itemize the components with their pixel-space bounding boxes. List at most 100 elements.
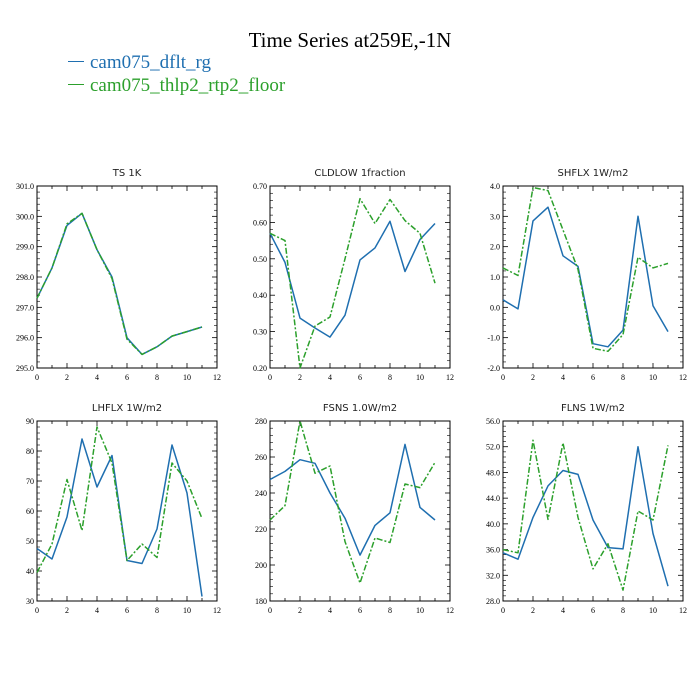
series-line-1 xyxy=(502,445,669,587)
series-line-1 xyxy=(502,206,669,348)
x-tick-label: 8 xyxy=(621,373,625,382)
y-tick-label: 28.0 xyxy=(486,597,500,606)
y-tick-label: 56.0 xyxy=(486,417,500,426)
y-tick-label: 295.0 xyxy=(16,364,34,373)
x-tick-label: 0 xyxy=(268,373,272,382)
y-tick-label: 40 xyxy=(26,567,34,576)
x-tick-label: 12 xyxy=(446,373,454,382)
y-tick-label: 280 xyxy=(255,417,267,426)
y-tick-label: 36.0 xyxy=(486,546,500,555)
legend-item-series-2: cam075_thlp2_rtp2_floor xyxy=(68,75,285,97)
y-tick-label: 220 xyxy=(255,525,267,534)
x-tick-label: 8 xyxy=(155,606,159,615)
x-tick-label: 12 xyxy=(679,373,687,382)
y-tick-label: 0.30 xyxy=(253,328,267,337)
y-tick-label: 180 xyxy=(255,597,267,606)
x-tick-label: 4 xyxy=(561,606,565,615)
x-tick-label: 12 xyxy=(213,606,221,615)
x-tick-label: 6 xyxy=(591,373,595,382)
x-tick-label: 4 xyxy=(95,606,99,615)
chart-title: SHFLX 1W/m2 xyxy=(558,168,629,179)
x-tick-label: 0 xyxy=(35,606,39,615)
legend-label-series-1: cam075_dflt_rg xyxy=(90,52,212,73)
y-tick-label: 298.0 xyxy=(16,273,34,282)
y-tick-label: -2.0 xyxy=(487,364,500,373)
x-tick-label: 2 xyxy=(65,606,69,615)
x-tick-label: 4 xyxy=(328,373,332,382)
y-tick-label: 0.50 xyxy=(253,255,267,264)
x-tick-label: 10 xyxy=(183,373,191,382)
chart-panel-6: FLNS 1W/m2 0 2 4 6 8 10 12 28.0 32.0 36.0 40.0 44.0 4… xyxy=(486,403,687,615)
y-tick-label: 52.0 xyxy=(486,443,500,452)
y-tick-label: 0.20 xyxy=(253,364,267,373)
y-tick-label: 48.0 xyxy=(486,468,500,477)
chart-title: CLDLOW 1fraction xyxy=(314,168,405,179)
chart-title: LHFLX 1W/m2 xyxy=(92,403,162,414)
x-tick-label: 8 xyxy=(621,606,625,615)
y-tick-label: 299.0 xyxy=(16,243,34,252)
x-tick-label: 8 xyxy=(155,373,159,382)
y-tick-label: 2.0 xyxy=(490,243,500,252)
y-tick-label: 0.40 xyxy=(253,291,267,300)
x-tick-label: 6 xyxy=(125,373,129,382)
x-tick-label: 6 xyxy=(125,606,129,615)
x-tick-label: 2 xyxy=(298,373,302,382)
x-tick-label: 4 xyxy=(95,373,99,382)
x-tick-label: 12 xyxy=(679,606,687,615)
legend-swatch-series-1 xyxy=(68,61,84,63)
y-tick-label: 296.0 xyxy=(16,334,34,343)
y-tick-label: 32.0 xyxy=(486,571,500,580)
chart-title: FLNS 1W/m2 xyxy=(561,403,625,414)
plot-frame xyxy=(36,185,218,369)
chart-panel-2: CLDLOW 1fraction 0 2 4 6 8 10 12 0.20 0.30 0.40 0.5… xyxy=(253,168,454,382)
figure-title: Time Series at259E,-1N xyxy=(248,28,452,52)
y-tick-label: -1.0 xyxy=(487,334,500,343)
y-tick-label: 1.0 xyxy=(490,273,500,282)
x-tick-label: 0 xyxy=(268,606,272,615)
x-tick-label: 12 xyxy=(446,606,454,615)
y-tick-label: 200 xyxy=(255,561,267,570)
y-tick-label: 240 xyxy=(255,489,267,498)
x-tick-label: 4 xyxy=(328,606,332,615)
x-tick-label: 10 xyxy=(183,606,191,615)
x-tick-label: 6 xyxy=(358,373,362,382)
legend-item-series-1: cam075_dflt_rg xyxy=(68,52,211,74)
chart-panel-3: SHFLX 1W/m2 0 2 4 6 8 10 12 -2.0 -1.0 0.0 1.0 2.0 3.0… xyxy=(487,168,687,382)
x-tick-label: 0 xyxy=(35,373,39,382)
series-line-1 xyxy=(36,212,203,356)
y-tick-label: 300.0 xyxy=(16,212,34,221)
y-tick-label: 80 xyxy=(26,447,34,456)
y-tick-label: 260 xyxy=(255,453,267,462)
x-tick-label: 2 xyxy=(65,373,69,382)
y-tick-label: 40.0 xyxy=(486,520,500,529)
x-tick-label: 10 xyxy=(649,373,657,382)
series-line-1 xyxy=(36,438,203,597)
legend-swatch-series-2 xyxy=(68,84,84,86)
x-tick-label: 10 xyxy=(649,606,657,615)
y-tick-label: 0.70 xyxy=(253,182,267,191)
x-tick-label: 0 xyxy=(501,373,505,382)
y-tick-label: 0.60 xyxy=(253,218,267,227)
y-tick-label: 90 xyxy=(26,417,34,426)
x-tick-label: 10 xyxy=(416,373,424,382)
x-tick-label: 6 xyxy=(358,606,362,615)
y-tick-label: 0.0 xyxy=(490,303,500,312)
series-line-2 xyxy=(36,212,203,356)
series-line-2 xyxy=(502,186,669,353)
y-tick-label: 60 xyxy=(26,507,34,516)
y-tick-label: 70 xyxy=(26,477,34,486)
x-tick-label: 4 xyxy=(561,373,565,382)
y-tick-label: 301.0 xyxy=(16,182,34,191)
series-line-2 xyxy=(36,426,203,573)
x-tick-label: 10 xyxy=(416,606,424,615)
series-line-2 xyxy=(269,197,436,369)
x-tick-label: 8 xyxy=(388,373,392,382)
x-tick-label: 12 xyxy=(213,373,221,382)
chart-panel-4: LHFLX 1W/m2 0 2 4 6 8 10 12 30 40 50 60 70 80 90 xyxy=(26,403,221,615)
series-line-1 xyxy=(269,220,436,338)
series-line-1 xyxy=(269,443,436,556)
x-tick-label: 2 xyxy=(298,606,302,615)
chart-title: FSNS 1.0W/m2 xyxy=(323,403,397,414)
